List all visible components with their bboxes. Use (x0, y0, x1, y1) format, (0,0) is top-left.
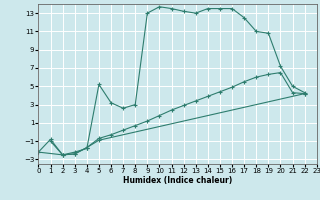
X-axis label: Humidex (Indice chaleur): Humidex (Indice chaleur) (123, 176, 232, 185)
